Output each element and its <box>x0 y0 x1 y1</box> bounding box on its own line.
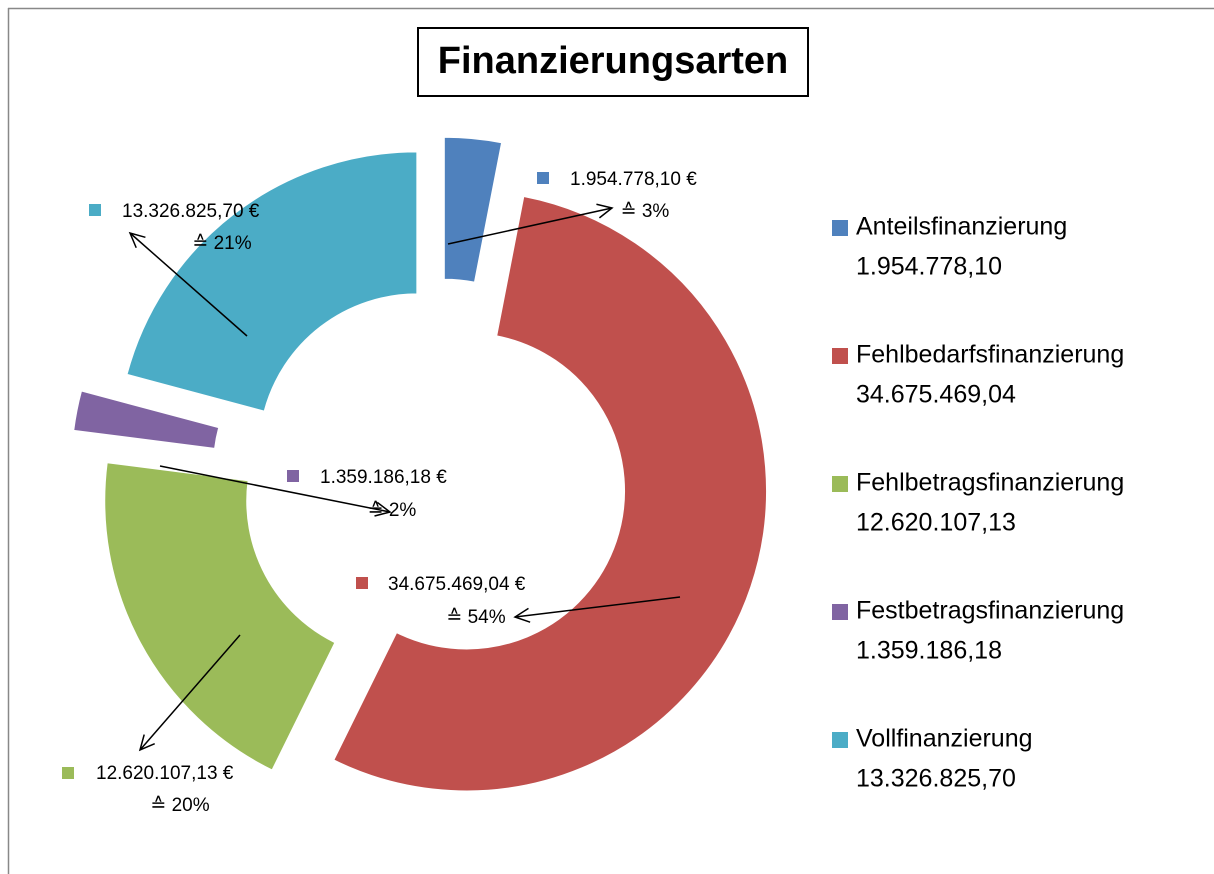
label-swatch <box>89 204 101 216</box>
label-swatch <box>537 172 549 184</box>
label-swatch <box>287 470 299 482</box>
percent-label: ≙ 21% <box>192 233 251 254</box>
donut-slice <box>333 195 768 792</box>
donut-slice <box>126 151 418 412</box>
arrow-head <box>596 203 614 219</box>
legend-swatch <box>832 348 848 364</box>
donut-slice <box>73 390 220 449</box>
legend-swatch <box>832 732 848 748</box>
legend-swatch <box>832 220 848 236</box>
legend-label: Anteilsfinanzierung <box>856 213 1067 241</box>
title-box <box>417 27 809 97</box>
legend-label: Vollfinanzierung <box>856 725 1033 753</box>
leader-line <box>514 596 681 618</box>
leader-line <box>139 634 241 751</box>
arrow-head <box>138 734 156 752</box>
data-label: 34.675.469,04 € <box>388 574 526 595</box>
percent-label: ≙ 3% <box>621 201 670 222</box>
legend-value: 1.954.778,10 <box>856 253 1002 281</box>
data-label: 1.954.778,10 € <box>570 169 697 190</box>
legend-value: 13.326.825,70 <box>856 765 1016 793</box>
leader-line <box>129 232 248 337</box>
percent-label: ≙ 2% <box>368 500 417 521</box>
legend-swatch <box>832 476 848 492</box>
legend-label: Fehlbetragsfinanzierung <box>856 469 1124 497</box>
chart-title: Finanzierungsarten <box>438 40 789 82</box>
percent-label: ≙ 54% <box>446 607 505 628</box>
legend-label: Fehlbedarfsfinanzierung <box>856 341 1124 369</box>
legend-value: 12.620.107,13 <box>856 509 1016 537</box>
label-swatch <box>356 577 368 589</box>
legend-value: 1.359.186,18 <box>856 637 1002 665</box>
data-label: 13.326.825,70 € <box>122 201 260 222</box>
leader-line <box>447 207 613 245</box>
percent-label: ≙ 20% <box>150 795 209 816</box>
legend-swatch <box>832 604 848 620</box>
arrow-head <box>513 607 531 623</box>
legend-label: Festbetragsfinanzierung <box>856 597 1124 625</box>
arrow-head <box>374 501 392 517</box>
donut-slice <box>104 462 336 771</box>
data-label: 12.620.107,13 € <box>96 763 234 784</box>
arrow-head <box>128 231 146 249</box>
donut-slice <box>443 136 503 283</box>
leader-line <box>159 465 391 513</box>
label-swatch <box>62 767 74 779</box>
data-label: 1.359.186,18 € <box>320 467 447 488</box>
legend-value: 34.675.469,04 <box>856 381 1016 409</box>
